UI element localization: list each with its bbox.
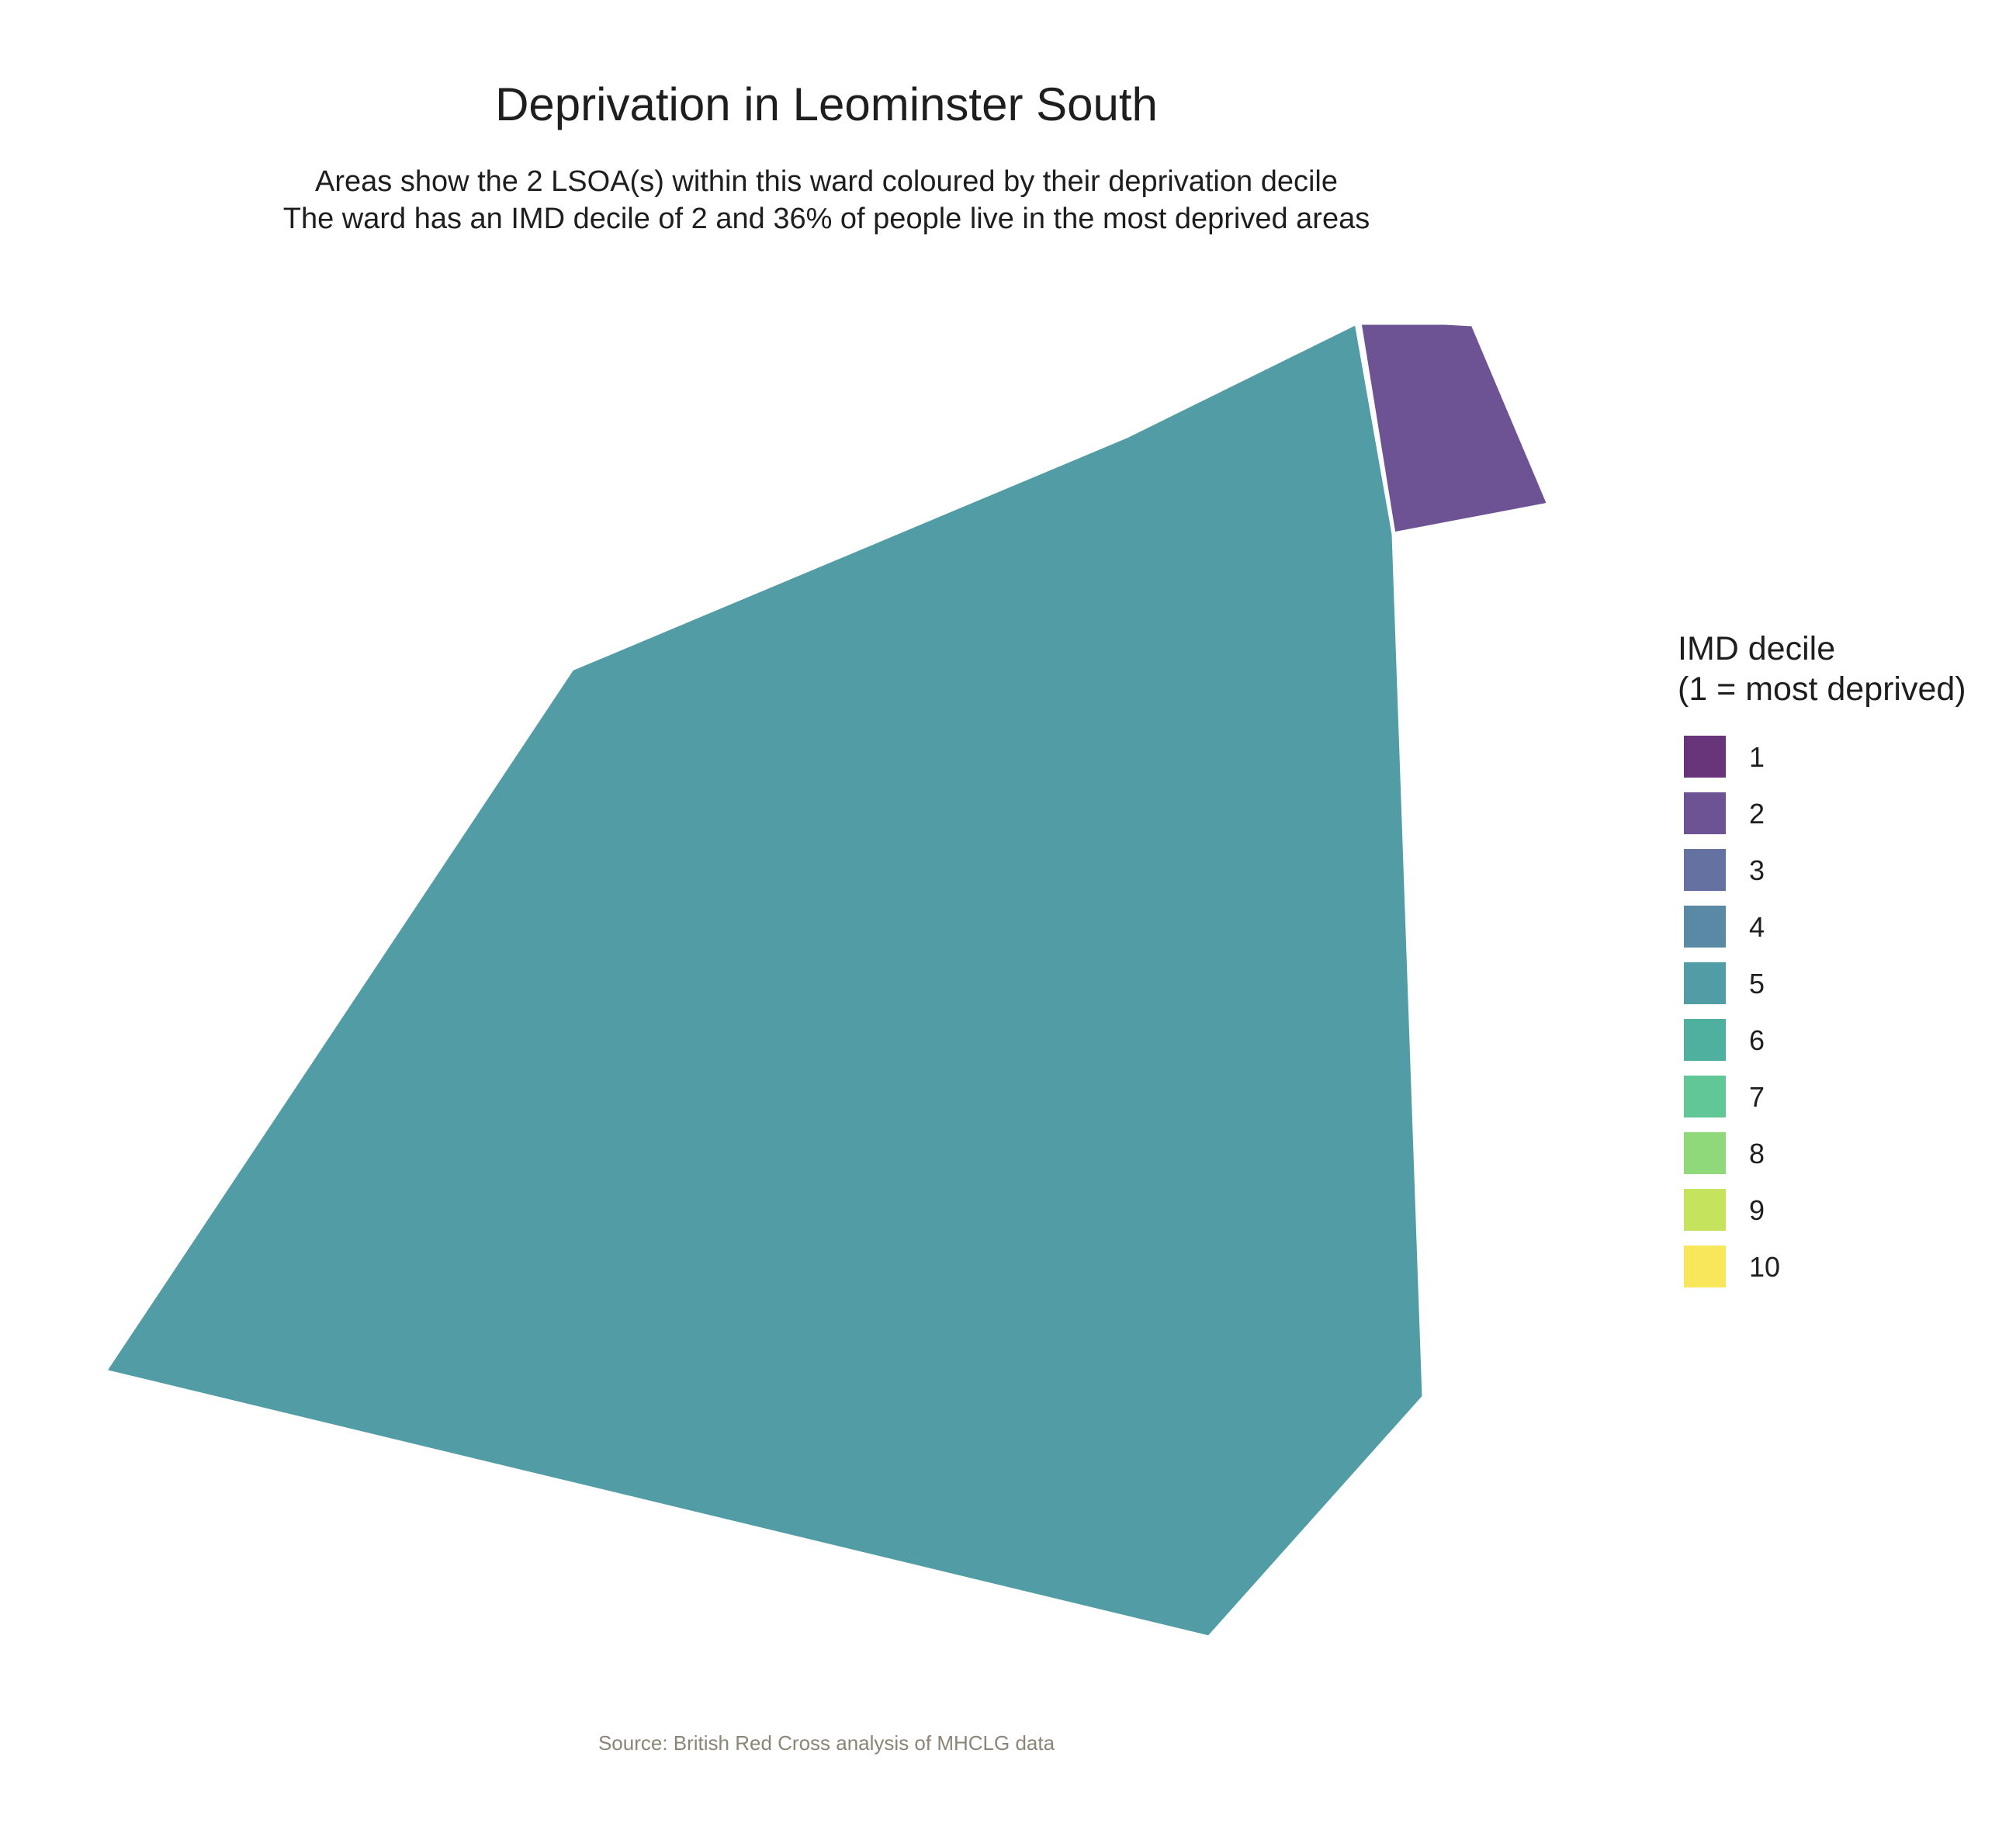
legend-swatch (1684, 792, 1726, 834)
legend-label: 1 (1749, 741, 1765, 773)
legend-label: 2 (1749, 798, 1765, 830)
source-caption: Source: British Red Cross analysis of MH… (598, 1731, 1055, 1755)
lsoa-area-decile-5[interactable] (102, 321, 1426, 1640)
legend-swatch (1684, 1132, 1726, 1174)
legend-item-10: 10 (1684, 1246, 1917, 1289)
legend-label: 6 (1749, 1024, 1765, 1056)
legend-item-4: 4 (1684, 906, 1917, 949)
legend-label: 5 (1749, 968, 1765, 1000)
map-subtitle-line1: Areas show the 2 LSOA(s) within this war… (315, 165, 1338, 198)
legend-title-line2: (1 = most deprived) (1678, 670, 1966, 708)
map-subtitle-line2: The ward has an IMD decile of 2 and 36% … (282, 203, 1370, 235)
legend-item-2: 2 (1684, 792, 1917, 836)
legend-item-7: 7 (1684, 1076, 1917, 1119)
legend-item-1: 1 (1684, 736, 1917, 779)
legend-label: 7 (1749, 1081, 1765, 1113)
legend-label: 8 (1749, 1138, 1765, 1169)
legend-label: 10 (1749, 1251, 1781, 1283)
legend-item-9: 9 (1684, 1189, 1917, 1232)
legend-title-line1: IMD decile (1678, 630, 1836, 667)
map-title: Deprivation in Leominster South (495, 78, 1158, 130)
lsoa-area-decile-2[interactable] (1357, 321, 1551, 536)
legend-swatch (1684, 1189, 1726, 1231)
legend-item-6: 6 (1684, 1019, 1917, 1062)
legend-item-3: 3 (1684, 849, 1917, 892)
legend-swatch (1684, 906, 1726, 948)
legend-label: 3 (1749, 854, 1765, 886)
legend-swatch (1684, 849, 1726, 891)
legend-swatch (1684, 1019, 1726, 1061)
legend-swatch (1684, 736, 1726, 778)
legend-swatch (1684, 1076, 1726, 1117)
legend-item-8: 8 (1684, 1132, 1917, 1176)
legend-swatch (1684, 1246, 1726, 1287)
legend-label: 4 (1749, 911, 1765, 943)
legend-swatch (1684, 962, 1726, 1004)
legend-label: 9 (1749, 1194, 1765, 1226)
legend-item-5: 5 (1684, 962, 1917, 1006)
